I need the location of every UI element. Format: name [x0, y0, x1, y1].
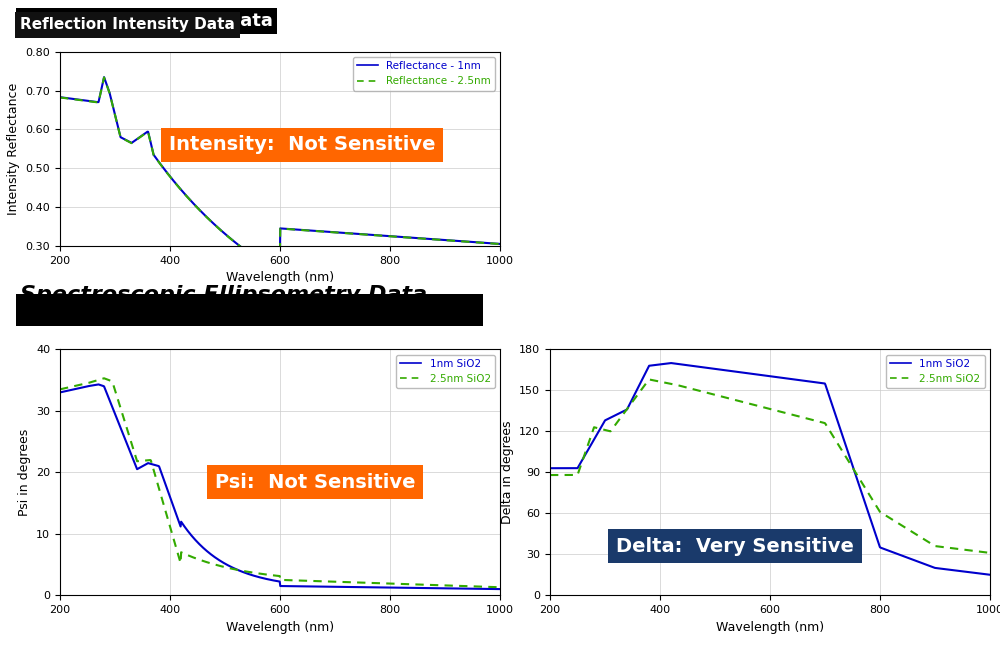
Text: Psi:  Not Sensitive: Psi: Not Sensitive — [215, 473, 415, 492]
Y-axis label: Delta in degrees: Delta in degrees — [501, 421, 514, 524]
X-axis label: Wavelength (nm): Wavelength (nm) — [226, 620, 334, 633]
Text: Spectroscopic Ellipsometry Data: Spectroscopic Ellipsometry Data — [20, 298, 478, 322]
Legend: Reflectance - 1nm, Reflectance - 2.5nm: Reflectance - 1nm, Reflectance - 2.5nm — [353, 57, 495, 91]
Y-axis label: Psi in degrees: Psi in degrees — [18, 429, 31, 516]
Text: Intensity:  Not Sensitive: Intensity: Not Sensitive — [169, 135, 435, 155]
Text: Reflection Intensity Data: Reflection Intensity Data — [20, 12, 273, 30]
Legend: 1nm SiO2, 2.5nm SiO2: 1nm SiO2, 2.5nm SiO2 — [396, 355, 495, 388]
Text: Reflection Intensity Data: Reflection Intensity Data — [20, 17, 235, 32]
Y-axis label: Intensity Reflectance: Intensity Reflectance — [7, 83, 20, 215]
Text: Delta:  Very Sensitive: Delta: Very Sensitive — [616, 536, 854, 556]
Legend: 1nm SiO2, 2.5nm SiO2: 1nm SiO2, 2.5nm SiO2 — [886, 355, 985, 388]
X-axis label: Wavelength (nm): Wavelength (nm) — [716, 620, 824, 633]
Text: Spectroscopic Ellipsometry Data: Spectroscopic Ellipsometry Data — [20, 285, 427, 305]
X-axis label: Wavelength (nm): Wavelength (nm) — [226, 271, 334, 284]
